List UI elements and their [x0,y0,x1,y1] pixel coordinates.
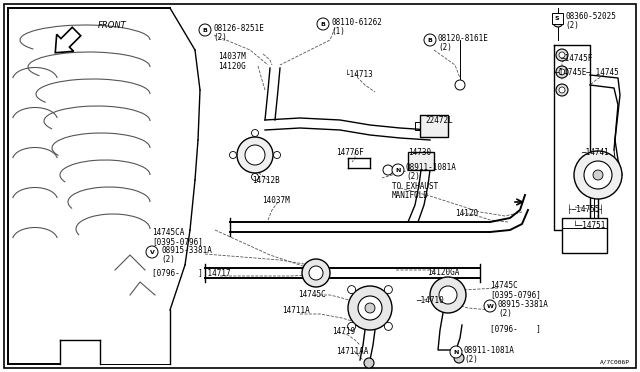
Text: 14037M: 14037M [262,196,290,205]
Text: 14730: 14730 [408,148,431,157]
Text: FRONT: FRONT [98,20,127,29]
Text: [0796-    ] 14717: [0796- ] 14717 [152,268,230,277]
Text: 08110-61262: 08110-61262 [331,18,382,27]
Circle shape [385,286,392,294]
Text: 14037M: 14037M [218,52,246,61]
Circle shape [237,137,273,173]
Text: V: V [150,250,154,254]
Text: ─14710: ─14710 [416,296,444,305]
Text: 14776F: 14776F [336,148,364,157]
Bar [562,218,607,253]
Circle shape [364,358,374,368]
Circle shape [553,17,563,27]
Text: N: N [453,350,459,355]
Text: 14120: 14120 [455,209,478,218]
Text: 08126-8251E: 08126-8251E [213,24,264,33]
Text: W: W [486,304,493,308]
Circle shape [439,286,457,304]
Text: ─14745E─ 14745: ─14745E─ 14745 [554,68,619,77]
Text: S: S [555,16,559,20]
Circle shape [484,300,496,312]
Text: └14713: └14713 [345,70,372,79]
Polygon shape [55,27,81,53]
Text: ─14745F: ─14745F [560,54,593,63]
Circle shape [556,49,568,61]
Circle shape [556,66,568,78]
Circle shape [348,323,356,330]
Text: 14120GA: 14120GA [427,268,460,277]
Circle shape [273,151,280,158]
Text: B: B [203,28,207,32]
Circle shape [358,296,382,320]
Text: (2): (2) [438,43,452,52]
Circle shape [450,346,462,358]
Text: (2): (2) [406,172,420,181]
Circle shape [199,24,211,36]
Circle shape [365,303,375,313]
Text: 14711A: 14711A [282,306,310,315]
Text: └─14751: └─14751 [573,221,605,230]
Circle shape [385,323,392,330]
Text: TO EXHAUST: TO EXHAUST [392,182,438,191]
Text: (2): (2) [464,355,478,364]
Circle shape [302,259,330,287]
Circle shape [252,129,259,137]
Circle shape [348,286,392,330]
Circle shape [559,87,565,93]
Text: (2): (2) [161,255,175,264]
Circle shape [383,165,393,175]
Text: (2): (2) [498,309,512,318]
Circle shape [584,161,612,189]
Circle shape [430,277,466,313]
Text: 14745C: 14745C [298,290,326,299]
Circle shape [559,69,565,75]
Circle shape [424,34,436,46]
Circle shape [252,173,259,180]
Circle shape [230,151,237,158]
Text: 14120G: 14120G [218,62,246,71]
Circle shape [454,353,464,363]
Circle shape [309,266,323,280]
Text: [0395-0796]: [0395-0796] [152,237,203,246]
Text: 08360-52025: 08360-52025 [565,12,616,21]
Text: 14712B: 14712B [252,176,280,185]
Text: 14745C: 14745C [490,281,518,290]
Text: [0796-    ]: [0796- ] [490,324,541,333]
Text: MANIFOLD: MANIFOLD [392,191,429,200]
Bar [408,152,434,170]
Circle shape [556,84,568,96]
Bar [552,13,563,23]
Text: B: B [321,22,325,26]
Text: 22472L: 22472L [425,116,452,125]
Circle shape [146,246,158,258]
Circle shape [348,286,356,294]
Text: 08120-8161E: 08120-8161E [438,34,489,43]
Text: 08911-1081A: 08911-1081A [406,163,457,172]
Text: 08915-3381A: 08915-3381A [161,246,212,255]
Text: 14719: 14719 [332,327,355,336]
Circle shape [574,151,622,199]
Text: 08911-1081A: 08911-1081A [464,346,515,355]
Circle shape [392,164,404,176]
Text: ─14741: ─14741 [581,148,609,157]
Text: 14711AA: 14711AA [336,347,369,356]
Text: ├─14755┤: ├─14755┤ [567,204,604,214]
Circle shape [317,18,329,30]
Text: (2): (2) [565,21,579,30]
Circle shape [245,145,265,165]
Text: N: N [396,167,401,173]
Circle shape [559,52,565,58]
Text: B: B [428,38,433,42]
Circle shape [455,80,465,90]
Text: A/7C006P: A/7C006P [600,359,630,364]
Text: 14745CA: 14745CA [152,228,184,237]
Bar [420,115,448,137]
Text: (2): (2) [213,33,227,42]
Text: (1): (1) [331,27,345,36]
Text: 08915-3381A: 08915-3381A [498,300,549,309]
Text: [0395-0796]: [0395-0796] [490,290,541,299]
Circle shape [593,170,603,180]
